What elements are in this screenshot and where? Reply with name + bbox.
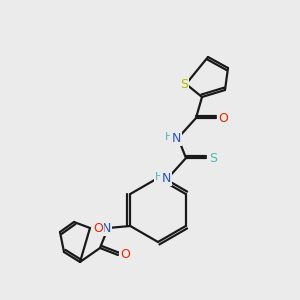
Text: H: H — [155, 172, 163, 182]
Text: N: N — [101, 221, 111, 235]
Text: O: O — [218, 112, 228, 124]
Text: H: H — [95, 222, 103, 232]
Text: N: N — [161, 172, 171, 184]
Text: O: O — [120, 248, 130, 262]
Text: S: S — [180, 79, 188, 92]
Text: S: S — [209, 152, 217, 164]
Text: H: H — [165, 132, 173, 142]
Text: N: N — [171, 131, 181, 145]
Text: O: O — [93, 221, 103, 235]
